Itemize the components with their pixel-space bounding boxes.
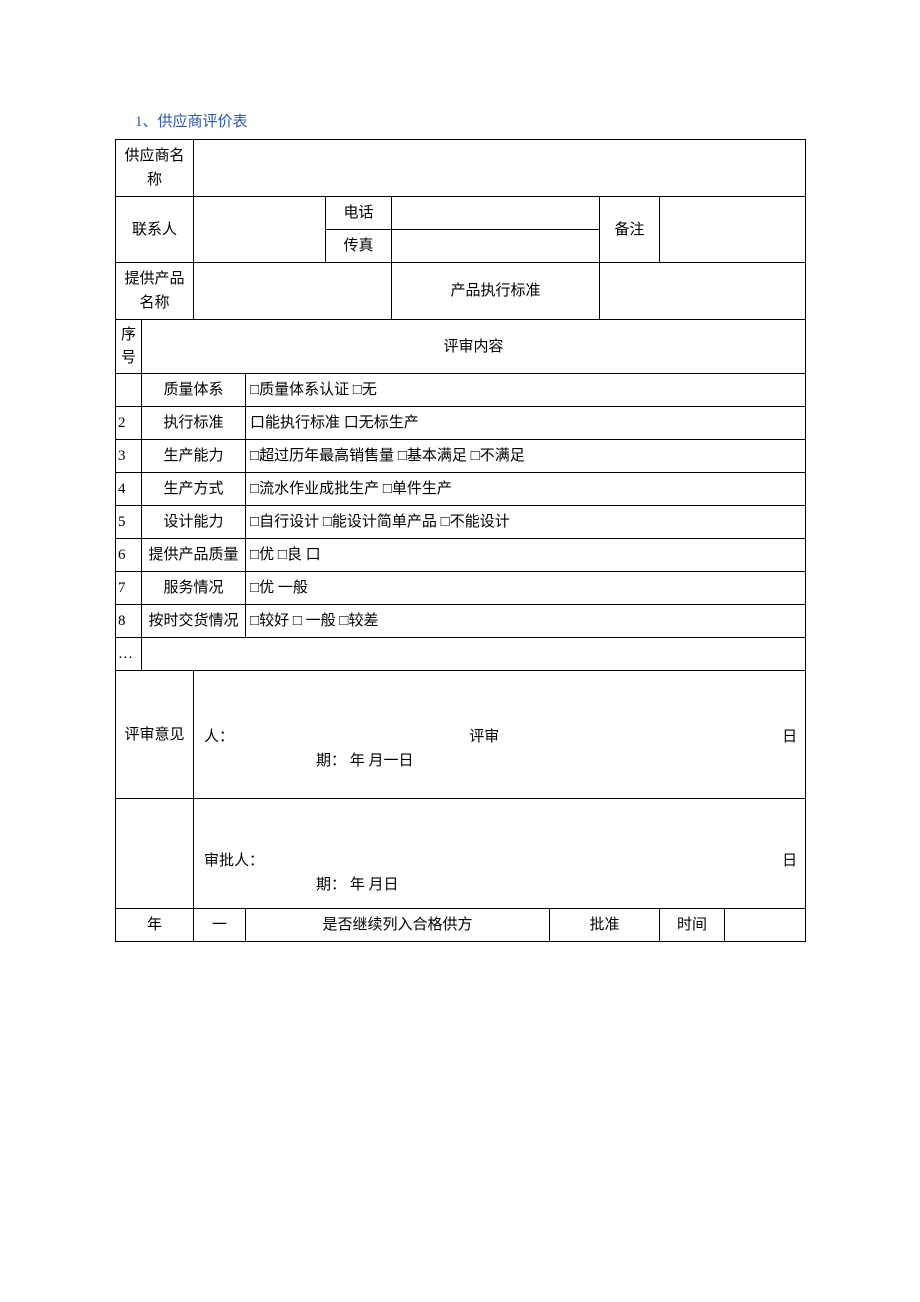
row-label: 执行标准 <box>142 407 246 440</box>
row-content: □超过历年最高销售量 □基本满足 □不满足 <box>246 440 806 473</box>
review-opinion-content: 人： 评审 日 期： 年 月一日 <box>194 671 806 799</box>
row-label: 生产能力 <box>142 440 246 473</box>
seq-cell: … <box>116 638 142 671</box>
row-label: 按时交货情况 <box>142 605 246 638</box>
footer-approve: 批准 <box>550 909 660 942</box>
seq-cell: 6 <box>116 539 142 572</box>
row-content: □自行设计 □能设计简单产品 □不能设计 <box>246 506 806 539</box>
footer-year: 年 <box>116 909 194 942</box>
phone-value <box>392 197 600 230</box>
contact-value <box>194 197 326 263</box>
row-label: 质量体系 <box>142 374 246 407</box>
footer-continue: 是否继续列入合格供方 <box>246 909 550 942</box>
remark-value <box>660 197 806 263</box>
table-row: 4 生产方式 □流水作业成批生产 □单件生产 <box>116 473 806 506</box>
table-row: 8 按时交货情况 □较好 □ 一般 □较差 <box>116 605 806 638</box>
approval-date: 期： 年 月日 <box>196 873 803 897</box>
row-label: 生产方式 <box>142 473 246 506</box>
document-title: 1、供应商评价表 <box>115 110 805 131</box>
table-row: 7 服务情况 □优 一般 <box>116 572 806 605</box>
supplier-name-label: 供应商名称 <box>116 140 194 197</box>
seq-cell: 3 <box>116 440 142 473</box>
seq-cell: 5 <box>116 506 142 539</box>
seq-cell: 7 <box>116 572 142 605</box>
phone-label: 电话 <box>326 197 392 230</box>
row-content: 口能执行标准 口无标生产 <box>246 407 806 440</box>
row-content: □较好 □ 一般 □较差 <box>246 605 806 638</box>
seq-header: 序号 <box>116 320 142 374</box>
table-row: … <box>116 638 806 671</box>
product-standard-value <box>600 263 806 320</box>
remark-label: 备注 <box>600 197 660 263</box>
seq-cell <box>116 374 142 407</box>
approval-label-cell <box>116 799 194 909</box>
seq-cell: 4 <box>116 473 142 506</box>
row-content <box>142 638 806 671</box>
supplier-name-value <box>194 140 806 197</box>
contact-label: 联系人 <box>116 197 194 263</box>
footer-time: 时间 <box>660 909 725 942</box>
fax-value <box>392 230 600 263</box>
table-row: 5 设计能力 □自行设计 □能设计简单产品 □不能设计 <box>116 506 806 539</box>
footer-dash: 一 <box>194 909 246 942</box>
seq-cell: 2 <box>116 407 142 440</box>
product-name-label: 提供产品名称 <box>116 263 194 320</box>
table-row: 2 执行标准 口能执行标准 口无标生产 <box>116 407 806 440</box>
table-row: 质量体系 □质量体系认证 □无 <box>116 374 806 407</box>
review-day: 日 <box>560 725 803 749</box>
row-label: 设计能力 <box>142 506 246 539</box>
evaluation-table: 供应商名称 联系人 电话 备注 传真 提供产品名称 产品执行标准 序号 评审内容… <box>115 139 806 942</box>
row-label: 服务情况 <box>142 572 246 605</box>
approval-day: 日 <box>782 849 803 873</box>
row-label: 提供产品质量 <box>142 539 246 572</box>
review-person: 人： <box>196 725 469 749</box>
row-content: □优 一般 <box>246 572 806 605</box>
row-content: □优 □良 口 <box>246 539 806 572</box>
review-text: 评审 <box>469 725 560 749</box>
row-content: □流水作业成批生产 □单件生产 <box>246 473 806 506</box>
product-name-value <box>194 263 392 320</box>
fax-label: 传真 <box>326 230 392 263</box>
approval-content: 审批人： 日 期： 年 月日 <box>194 799 806 909</box>
review-opinion-label: 评审意见 <box>116 671 194 799</box>
product-standard-label: 产品执行标准 <box>392 263 600 320</box>
footer-empty <box>725 909 806 942</box>
review-date: 期： 年 月一日 <box>196 749 803 773</box>
table-row: 3 生产能力 □超过历年最高销售量 □基本满足 □不满足 <box>116 440 806 473</box>
seq-cell: 8 <box>116 605 142 638</box>
review-content-header: 评审内容 <box>142 320 806 374</box>
approver-label: 审批人： <box>196 849 782 873</box>
table-row: 6 提供产品质量 □优 □良 口 <box>116 539 806 572</box>
row-content: □质量体系认证 □无 <box>246 374 806 407</box>
